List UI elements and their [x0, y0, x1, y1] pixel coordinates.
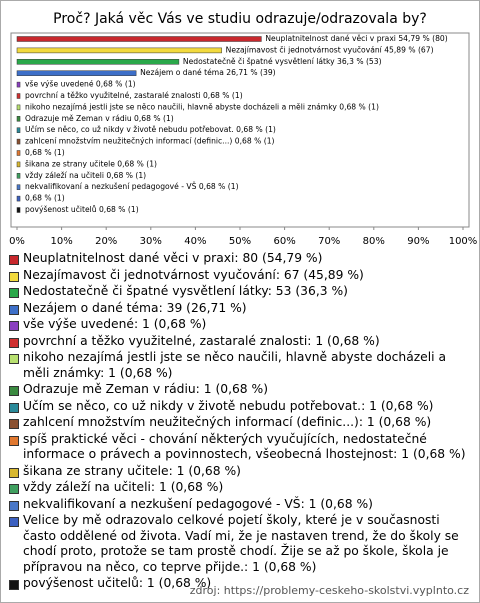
bar: [16, 47, 222, 54]
x-tick-label: 90%: [407, 236, 429, 246]
bar-label: vždy záleží na učiteli 0,68 % (1): [25, 171, 146, 180]
bar: [16, 116, 21, 122]
x-tick-label: 80%: [363, 236, 385, 246]
legend-label: Odrazuje mě Zeman v rádiu: 1 (0,68 %): [23, 382, 269, 396]
bar-label: Nezajímavost či jednotvárnost vyučování …: [226, 45, 434, 54]
legend-swatch: [9, 467, 19, 478]
legend-item: Odrazuje mě Zeman v rádiu: 1 (0,68 %): [9, 382, 471, 398]
legend-item: Nezájem o dané téma: 39 (26,71 %): [9, 301, 471, 317]
bar: [16, 93, 21, 99]
x-tick-label: 20%: [95, 236, 117, 246]
legend-item: nikoho nezajímá jestli jste se něco nauč…: [9, 350, 471, 381]
x-tick-label: 100%: [449, 236, 478, 246]
legend-item: zahlcení množstvím neužitečných informac…: [9, 415, 471, 431]
legend-label: povýšenost učitelů: 1 (0,68 %): [23, 576, 212, 590]
legend-swatch: [9, 517, 19, 527]
bar-label: Nedostatečně či špatné vysvětlení látky …: [183, 57, 382, 66]
legend-swatch: [9, 337, 19, 348]
bar: [16, 127, 21, 133]
legend-swatch: [9, 321, 19, 331]
x-tick-label: 0%: [9, 236, 25, 246]
legend-item: Velice by mě odrazovalo celkové pojetí š…: [9, 513, 471, 575]
legend-item: povýšenost učitelů: 1 (0,68 %): [9, 576, 471, 592]
bar-label: nikoho nezajímá jestli jste se něco nauč…: [25, 102, 379, 111]
bar-label: 0,68 % (1): [25, 194, 65, 203]
legend-label: vše výše uvedené: 1 (0,68 %): [23, 317, 207, 331]
bar: [16, 150, 21, 156]
x-tick-label: 60%: [273, 236, 295, 246]
legend-item: spíš praktické věci - chování některých …: [9, 432, 471, 463]
legend-swatch: [9, 304, 19, 315]
legend-label: Nedostatečně či špatné vysvětlení látky:…: [23, 284, 348, 298]
x-tick-label: 40%: [184, 236, 206, 246]
legend-swatch: [9, 354, 19, 364]
legend-swatch: [9, 435, 19, 446]
legend-label: vždy záleží na učiteli: 1 (0,68 %): [23, 480, 224, 494]
bar: [16, 207, 21, 213]
x-tick-label: 70%: [318, 236, 340, 246]
bar: [16, 161, 21, 168]
bar-label: povýšenost učitelů 0,68 % (1): [25, 205, 139, 214]
legend-label: Nezájem o dané téma: 39 (26,71 %): [23, 300, 247, 315]
bar: [16, 138, 21, 145]
legend-item: nekvalifikovaní a nezkušení pedagogové -…: [9, 497, 471, 513]
source: zdroj: https://problemy-ceskeho-skolstvi…: [189, 584, 469, 597]
bar-label: Neuplatnitelnost dané věci v praxi 54,79…: [265, 34, 447, 43]
legend-swatch: [9, 271, 19, 282]
legend-swatch: [9, 484, 19, 494]
legend-label: Neuplatnitelnost dané věci v praxi: 80 (…: [23, 251, 323, 265]
legend-swatch: [9, 402, 19, 413]
legend-swatch: [9, 288, 19, 298]
legend-item: povrchní a těžko využitelné, zastaralé z…: [9, 334, 471, 350]
bar: [16, 81, 21, 88]
bar-label: 0,68 % (1): [25, 148, 65, 157]
legend-item: Neuplatnitelnost dané věci v praxi: 80 (…: [9, 251, 471, 267]
legend-label: povrchní a těžko využitelné, zastaralé z…: [23, 333, 380, 348]
bar-label: Odrazuje mě Zeman v rádiu 0,68 % (1): [25, 114, 174, 123]
bar: [16, 36, 262, 42]
legend-swatch: [9, 500, 19, 511]
legend-item: Učím se něco, co už nikdy v životě nebud…: [9, 399, 471, 415]
legend-item: vždy záleží na učiteli: 1 (0,68 %): [9, 480, 471, 496]
legend: Neuplatnitelnost dané věci v praxi: 80 (…: [9, 251, 471, 593]
legend-item: Nezajímavost či jednotvárnost vyučování:…: [9, 268, 471, 284]
legend-swatch: [9, 255, 19, 265]
bar: [16, 173, 21, 179]
legend-label: šikana ze strany učitele: 1 (0,68 %): [23, 463, 241, 478]
legend-label: zahlcení množstvím neužitečných informac…: [23, 415, 432, 429]
legend-item: Nedostatečně či špatné vysvětlení látky:…: [9, 284, 471, 300]
bar: [16, 195, 21, 202]
legend-swatch: [9, 386, 19, 396]
legend-swatch: [9, 419, 19, 429]
legend-label: spíš praktické věci - chování některých …: [23, 431, 466, 462]
legend-label: Učím se něco, co už nikdy v životě nebud…: [23, 398, 434, 413]
bar-label: Nezájem o dané téma 26,71 % (39): [140, 68, 276, 77]
bar-label: povrchní a těžko využitelné, zastaralé z…: [25, 91, 243, 100]
legend-item: šikana ze strany učitele: 1 (0,68 %): [9, 464, 471, 480]
legend-label: Nezajímavost či jednotvárnost vyučování:…: [23, 267, 364, 282]
legend-label: nekvalifikovaní a nezkušení pedagogové -…: [23, 496, 373, 511]
bar-label: vše výše uvedené 0,68 % (1): [25, 80, 136, 89]
bar-label: Učím se něco, co už nikdy v životě nebud…: [25, 125, 276, 134]
bar-label: šikana ze strany učitele 0,68 % (1): [25, 159, 157, 168]
chart-title: Proč? Jaká věc Vás ve studiu odrazuje/od…: [53, 11, 427, 27]
x-tick-label: 30%: [140, 236, 162, 246]
bar-label: nekvalifikovaní a nezkušení pedagogové -…: [25, 182, 239, 191]
bar: [16, 70, 137, 76]
bar-label: zahlcení množstvím neužitečných informac…: [25, 137, 275, 146]
x-tick-label: 10%: [50, 236, 72, 246]
bar: [16, 104, 21, 111]
chart: Proč? Jaká věc Vás ve studiu odrazuje/od…: [9, 11, 478, 246]
bar: [16, 59, 180, 65]
x-tick-label: 50%: [229, 236, 251, 246]
legend-item: vše výše uvedené: 1 (0,68 %): [9, 317, 471, 333]
legend-label: Velice by mě odrazovalo celkové pojetí š…: [23, 513, 459, 574]
bar: [16, 184, 21, 190]
legend-label: nikoho nezajímá jestli jste se něco nauč…: [23, 350, 447, 380]
legend-swatch: [9, 580, 19, 590]
